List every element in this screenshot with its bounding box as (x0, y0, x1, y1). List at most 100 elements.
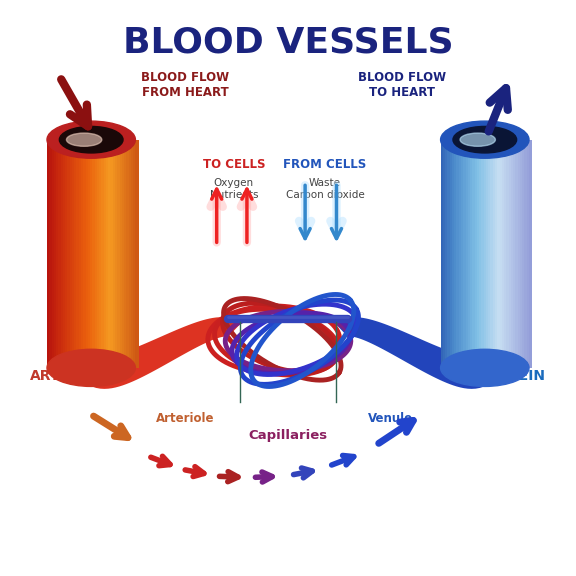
Bar (72, 140, 75, 368)
Ellipse shape (47, 349, 135, 386)
Text: Arteriole: Arteriole (156, 412, 215, 425)
Bar (477, 140, 480, 368)
Bar (495, 140, 498, 368)
Text: Capillaries: Capillaries (248, 430, 328, 442)
Ellipse shape (453, 126, 517, 153)
Bar (97, 140, 100, 368)
Bar (443, 140, 446, 368)
Bar (441, 140, 444, 368)
Ellipse shape (59, 126, 123, 153)
Bar (133, 140, 137, 368)
Bar (47, 140, 50, 368)
Bar (450, 140, 453, 368)
Bar (56, 140, 59, 368)
Bar (124, 140, 127, 368)
Bar (472, 140, 476, 368)
Bar (128, 140, 132, 368)
Bar (85, 140, 89, 368)
Bar (118, 140, 120, 368)
Bar (526, 140, 530, 368)
Bar (101, 140, 105, 368)
Bar (70, 140, 73, 368)
Bar (504, 140, 507, 368)
Bar (456, 140, 460, 368)
Bar (486, 140, 489, 368)
Bar (120, 140, 123, 368)
Bar (454, 140, 457, 368)
Bar (458, 140, 462, 368)
Bar (513, 140, 517, 368)
Ellipse shape (460, 133, 495, 146)
Text: Venule: Venule (368, 412, 413, 425)
Text: TO CELLS: TO CELLS (203, 158, 265, 171)
Bar (482, 140, 485, 368)
Text: BLOOD FLOW
FROM HEART: BLOOD FLOW FROM HEART (141, 71, 229, 100)
Bar (529, 140, 532, 368)
Bar (511, 140, 514, 368)
Bar (111, 140, 114, 368)
Bar (104, 140, 107, 368)
Bar (92, 140, 96, 368)
Bar (465, 140, 469, 368)
Bar (525, 140, 528, 368)
Bar (484, 140, 487, 368)
Bar (51, 140, 55, 368)
Text: Waste
Carbon dioxide: Waste Carbon dioxide (286, 179, 365, 200)
Bar (497, 140, 501, 368)
Polygon shape (336, 317, 498, 389)
Bar (122, 140, 125, 368)
Bar (479, 140, 483, 368)
Bar (50, 140, 52, 368)
Bar (67, 140, 71, 368)
Ellipse shape (441, 349, 529, 386)
Bar (491, 140, 494, 368)
Bar (468, 140, 471, 368)
Bar (516, 140, 519, 368)
Bar (470, 140, 473, 368)
Bar (106, 140, 109, 368)
Bar (492, 140, 496, 368)
Bar (74, 140, 78, 368)
Ellipse shape (47, 121, 135, 158)
Bar (108, 140, 112, 368)
Bar (126, 140, 130, 368)
Bar (502, 140, 505, 368)
Text: VEIN: VEIN (509, 369, 546, 384)
Bar (79, 140, 82, 368)
Text: ARTERY: ARTERY (30, 369, 90, 384)
Bar (99, 140, 103, 368)
Bar (452, 140, 455, 368)
Bar (461, 140, 464, 368)
Bar (520, 140, 523, 368)
Ellipse shape (66, 133, 102, 146)
Polygon shape (78, 317, 240, 389)
Bar (488, 140, 491, 368)
Text: FROM CELLS: FROM CELLS (283, 158, 367, 171)
Bar (475, 140, 478, 368)
Bar (463, 140, 467, 368)
Bar (135, 140, 139, 368)
Bar (518, 140, 521, 368)
Bar (65, 140, 69, 368)
Bar (522, 140, 525, 368)
Bar (84, 140, 86, 368)
Ellipse shape (441, 121, 529, 158)
Text: BLOOD FLOW
TO HEART: BLOOD FLOW TO HEART (358, 71, 446, 100)
Bar (58, 140, 62, 368)
Bar (54, 140, 57, 368)
Bar (131, 140, 134, 368)
Bar (77, 140, 80, 368)
Bar (499, 140, 503, 368)
Bar (63, 140, 66, 368)
Bar (445, 140, 449, 368)
Bar (88, 140, 91, 368)
Bar (113, 140, 116, 368)
Bar (506, 140, 510, 368)
Bar (60, 140, 64, 368)
Bar (94, 140, 98, 368)
Bar (448, 140, 451, 368)
Bar (90, 140, 93, 368)
Text: Oxygen
Nutrients: Oxygen Nutrients (210, 179, 258, 200)
Bar (81, 140, 84, 368)
Bar (509, 140, 512, 368)
